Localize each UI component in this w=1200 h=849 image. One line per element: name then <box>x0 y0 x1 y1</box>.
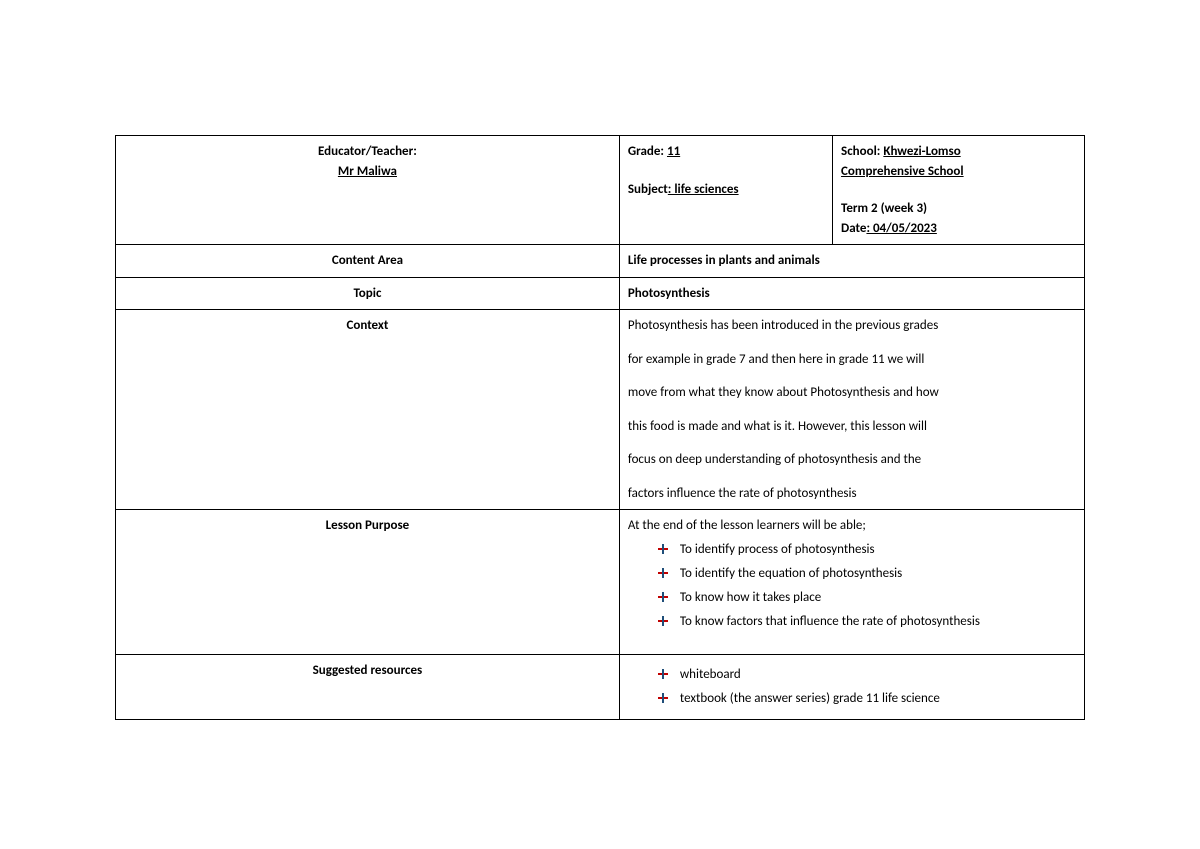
school-value-1: Khwezi-Lomso <box>883 144 960 159</box>
context-p2: for example in grade 7 and then here in … <box>628 350 1076 370</box>
list-item: To identify the equation of photosynthes… <box>658 564 1076 584</box>
educator-value: Mr Maliwa <box>124 162 611 182</box>
subject-line: Subject: life sciences <box>628 180 824 200</box>
school-date-cell: School: Khwezi-Lomso Comprehensive Schoo… <box>833 136 1085 245</box>
resources-row: Suggested resources whiteboard textbook … <box>116 655 1085 720</box>
grade-line: Grade: 11 <box>628 142 824 162</box>
grade-label: Grade: <box>628 144 664 159</box>
context-row: Context Photosynthesis has been introduc… <box>116 310 1085 510</box>
purpose-value: At the end of the lesson learners will b… <box>619 510 1084 655</box>
resources-list: whiteboard textbook (the answer series) … <box>628 665 1076 709</box>
context-p1: Photosynthesis has been introduced in th… <box>628 316 1076 336</box>
school-value-2: Comprehensive School <box>841 162 1076 182</box>
subject-value: : life sciences <box>668 182 739 197</box>
school-line1: School: Khwezi-Lomso <box>841 142 1076 162</box>
lesson-plan-table: Educator/Teacher: Mr Maliwa Grade: 11 Su… <box>115 135 1085 720</box>
context-p3: move from what they know about Photosynt… <box>628 383 1076 403</box>
topic-label: Topic <box>116 277 620 310</box>
list-item: To know factors that influence the rate … <box>658 612 1076 632</box>
purpose-label: Lesson Purpose <box>116 510 620 655</box>
list-item: To know how it takes place <box>658 588 1076 608</box>
header-row: Educator/Teacher: Mr Maliwa Grade: 11 Su… <box>116 136 1085 245</box>
grade-subject-cell: Grade: 11 Subject: life sciences <box>619 136 832 245</box>
purpose-list: To identify process of photosynthesis To… <box>628 540 1076 633</box>
content-area-value: Life processes in plants and animals <box>619 245 1084 278</box>
topic-value: Photosynthesis <box>619 277 1084 310</box>
context-p4: this food is made and what is it. Howeve… <box>628 417 1076 437</box>
subject-label: Subject <box>628 182 668 197</box>
list-item: textbook (the answer series) grade 11 li… <box>658 689 1076 709</box>
educator-cell: Educator/Teacher: Mr Maliwa <box>116 136 620 245</box>
content-area-label: Content Area <box>116 245 620 278</box>
context-p6: factors influence the rate of photosynth… <box>628 484 1076 504</box>
purpose-lead: At the end of the lesson learners will b… <box>628 516 1076 536</box>
term-text: Term 2 (week 3) <box>841 199 1076 219</box>
list-item: whiteboard <box>658 665 1076 685</box>
date-label: Date <box>841 221 866 236</box>
school-label: School: <box>841 144 880 159</box>
purpose-row: Lesson Purpose At the end of the lesson … <box>116 510 1085 655</box>
date-line: Date: 04/05/2023 <box>841 219 1076 239</box>
list-item: To identify process of photosynthesis <box>658 540 1076 560</box>
content-area-row: Content Area Life processes in plants an… <box>116 245 1085 278</box>
context-p5: focus on deep understanding of photosynt… <box>628 450 1076 470</box>
grade-value: 11 <box>667 144 680 159</box>
resources-label: Suggested resources <box>116 655 620 720</box>
date-value: : 04/05/2023 <box>866 221 936 236</box>
educator-label: Educator/Teacher: <box>124 142 611 162</box>
context-value: Photosynthesis has been introduced in th… <box>619 310 1084 510</box>
topic-row: Topic Photosynthesis <box>116 277 1085 310</box>
resources-value: whiteboard textbook (the answer series) … <box>619 655 1084 720</box>
context-label: Context <box>116 310 620 510</box>
